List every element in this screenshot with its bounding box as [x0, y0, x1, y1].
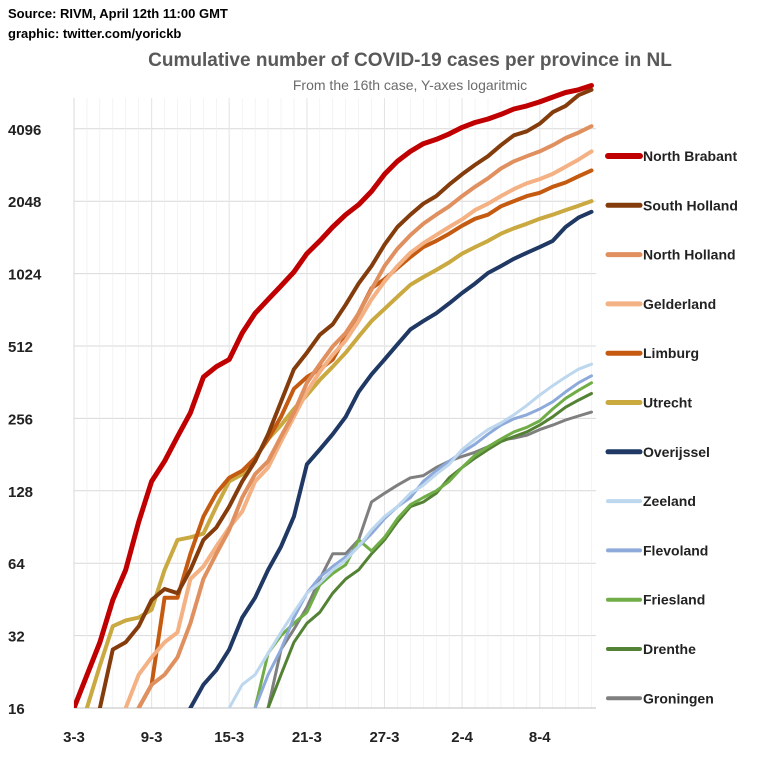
y-tick-label: 128 [8, 484, 33, 501]
series-line-north-holland [136, 124, 594, 708]
legend-label: Utrecht [643, 395, 692, 411]
y-tick-label: 2048 [8, 194, 41, 211]
legend-label: Drenthe [643, 641, 696, 657]
series-lines [74, 83, 594, 708]
legend-label: Friesland [643, 592, 705, 608]
series-line-north-brabant [74, 83, 594, 708]
chart-title: Cumulative number of COVID-19 cases per … [148, 50, 672, 71]
x-axis-ticks: 3-3 9-3 15-3 21-3 27-3 2-4 8-4 [63, 729, 551, 746]
y-axis-ticks: 16 32 64 128 256 512 1024 2048 4096 [8, 122, 42, 718]
series-line-gelderland [123, 149, 594, 708]
series-line-south-holland [97, 87, 594, 708]
y-tick-label: 32 [8, 629, 25, 646]
x-tick-label: 27-3 [369, 729, 399, 746]
legend: North Brabant South Holland North Holland G… [605, 148, 738, 706]
legend-label: North Holland [643, 247, 736, 263]
x-tick-label: 9-3 [141, 729, 163, 746]
series-line-drenthe [266, 392, 593, 708]
legend-label: South Holland [643, 197, 738, 213]
y-tick-label: 4096 [8, 122, 41, 139]
legend-label: Gelderland [643, 296, 716, 312]
y-tick-label: 16 [8, 701, 25, 718]
graphic-credit: graphic: twitter.com/yorickb [8, 26, 181, 41]
series-line-zeeland [227, 362, 593, 708]
chart-subtitle: From the 16th case, Y-axes logaritmic [293, 77, 527, 93]
y-tick-label: 64 [8, 556, 25, 573]
series-line-friesland [253, 381, 593, 708]
y-tick-label: 256 [8, 411, 33, 428]
y-tick-label: 1024 [8, 267, 42, 284]
x-tick-label: 8-4 [529, 729, 551, 746]
source-line: Source: RIVM, April 12th 11:00 GMT [8, 6, 228, 21]
legend-label: Limburg [643, 345, 699, 361]
plot-area [74, 98, 596, 708]
x-tick-label: 21-3 [292, 729, 322, 746]
series-line-overijssel [188, 209, 594, 708]
series-line-flevoland [253, 374, 593, 708]
legend-label: Overijssel [643, 444, 710, 460]
x-tick-label: 2-4 [451, 729, 473, 746]
y-tick-label: 512 [8, 339, 33, 356]
legend-label: Groningen [643, 690, 714, 706]
x-tick-label: 3-3 [63, 729, 85, 746]
legend-label: Flevoland [643, 542, 708, 558]
legend-label: Zeeland [643, 493, 696, 509]
x-tick-label: 15-3 [214, 729, 244, 746]
legend-label: North Brabant [643, 148, 737, 164]
series-line-utrecht [84, 199, 594, 708]
